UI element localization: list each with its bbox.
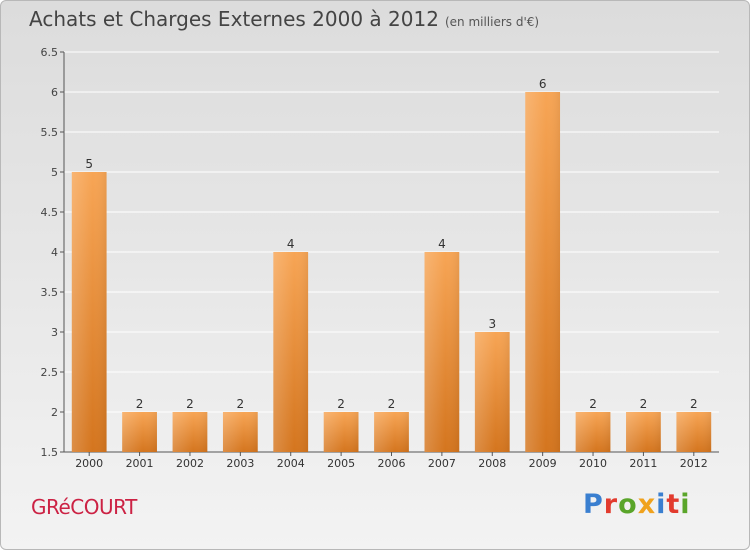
x-tick-label: 2004 xyxy=(277,457,305,470)
data-label: 2 xyxy=(186,397,194,411)
proxiti-logo[interactable]: Proxiti xyxy=(583,489,691,520)
logo-letter: i xyxy=(656,489,667,520)
data-label: 2 xyxy=(640,397,648,411)
x-tick-label: 2009 xyxy=(529,457,557,470)
title-text: Achats et Charges Externes 2000 à 2012 xyxy=(29,7,439,31)
x-tick-label: 2007 xyxy=(428,457,456,470)
logo-letter: P xyxy=(583,489,604,520)
y-tick-label: 6 xyxy=(51,86,58,99)
data-label: 2 xyxy=(589,397,597,411)
bar-shade xyxy=(122,412,157,452)
x-tick-label: 2005 xyxy=(327,457,355,470)
bar-shade xyxy=(626,412,661,452)
data-label: 6 xyxy=(539,77,547,91)
logo-letter: r xyxy=(603,489,619,520)
y-tick-label: 6.5 xyxy=(41,46,59,59)
bar-shade xyxy=(273,252,309,452)
data-label: 2 xyxy=(337,397,345,411)
grid xyxy=(64,51,719,453)
x-tick-label: 2002 xyxy=(176,457,204,470)
data-label: 2 xyxy=(388,397,396,411)
data-labels: 5 2 2 2 4 2 2 4 3 6 2 2 2 xyxy=(85,77,697,411)
bar-shade xyxy=(222,412,258,452)
bar-shade xyxy=(575,412,611,452)
y-tick-label: 4 xyxy=(51,246,58,259)
bar-shade xyxy=(374,412,409,452)
x-tick-label: 2008 xyxy=(478,457,506,470)
y-tick-label: 3.5 xyxy=(41,286,59,299)
town-name: GRéCOURT xyxy=(31,495,137,519)
data-label: 5 xyxy=(85,157,93,171)
logo-letter: t xyxy=(666,489,681,520)
data-label: 3 xyxy=(488,317,496,331)
y-tick-label: 2.5 xyxy=(41,366,59,379)
y-tick-label: 5 xyxy=(51,166,58,179)
bars xyxy=(71,92,712,452)
x-tick-label: 2011 xyxy=(629,457,657,470)
logo-letter: o xyxy=(618,489,638,520)
data-label: 2 xyxy=(690,397,698,411)
x-tick-label: 2012 xyxy=(680,457,708,470)
logo-letter: x xyxy=(637,489,657,520)
data-label: 4 xyxy=(438,237,446,251)
bar-shade xyxy=(424,252,460,452)
data-label: 2 xyxy=(237,397,245,411)
x-tick-label: 2010 xyxy=(579,457,607,470)
y-tick-label: 4.5 xyxy=(41,206,59,219)
y-tick-label: 5.5 xyxy=(41,126,59,139)
bar-shade xyxy=(525,92,561,452)
y-tick-label: 2 xyxy=(51,406,58,419)
x-tick-label: 2006 xyxy=(378,457,406,470)
bar-shade xyxy=(172,412,208,452)
chart-title: Achats et Charges Externes 2000 à 2012 (e… xyxy=(29,7,539,31)
y-tick-label: 1.5 xyxy=(41,446,59,459)
title-unit: (en milliers d'€) xyxy=(444,15,540,29)
bar-shade xyxy=(323,412,359,452)
axes: 1.5 2 2.5 3 3.5 4 4.5 5 5.5 6 6.5 2000 2001 2002 2003 2… xyxy=(41,46,719,470)
data-label: 4 xyxy=(287,237,295,251)
data-label: 2 xyxy=(136,397,144,411)
logo-letter: i xyxy=(680,489,691,520)
x-tick-label: 2001 xyxy=(126,457,154,470)
x-tick-label: 2000 xyxy=(75,457,103,470)
bar-shade xyxy=(71,172,107,452)
x-tick-label: 2003 xyxy=(226,457,254,470)
bar-shade xyxy=(676,412,712,452)
bar-shade xyxy=(474,332,510,452)
y-tick-label: 3 xyxy=(51,326,58,339)
